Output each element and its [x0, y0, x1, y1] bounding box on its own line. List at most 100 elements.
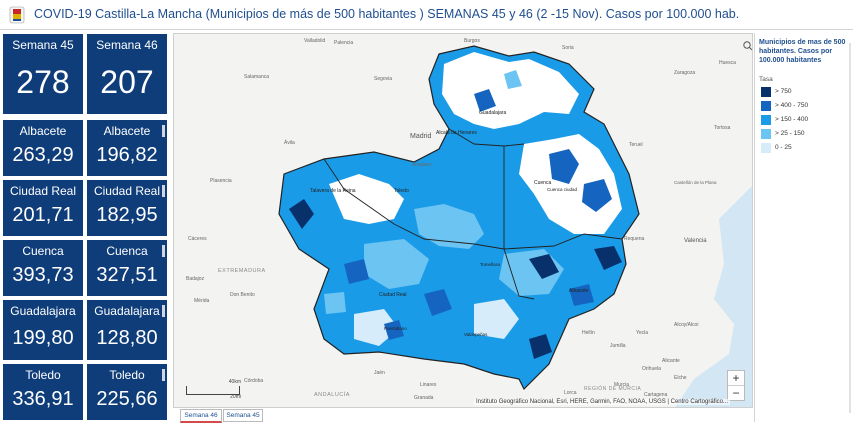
- kpi-albacete-week46[interactable]: Albacete 196,82: [87, 120, 167, 176]
- search-icon[interactable]: [743, 41, 752, 51]
- map-label: Yecla: [636, 330, 648, 336]
- dashboard-title: COVID-19 Castilla-La Mancha (Municipios …: [34, 7, 740, 21]
- legend-swatch: [761, 143, 771, 153]
- legend-swatch: [761, 101, 771, 111]
- map-label: Alicante: [662, 358, 680, 364]
- kpi-scrollbar[interactable]: [162, 245, 165, 257]
- scale-label-mi: 20mi: [230, 394, 241, 400]
- map-region-label: REGIÓN DE MURCIA: [584, 385, 641, 392]
- map-label: Ciudad Real: [379, 292, 407, 298]
- map-label: Mérida: [194, 298, 210, 304]
- map-label: Murcia: [614, 382, 629, 388]
- kpi-cuenca-week46[interactable]: Cuenca 327,51: [87, 240, 167, 296]
- kpi-value: 182,95: [96, 204, 158, 226]
- map-label: Puertollano: [384, 326, 407, 331]
- map-label: Salamanca: [244, 74, 269, 80]
- legend-item-label: > 400 - 750: [775, 102, 809, 109]
- map-label: Albacete: [569, 288, 589, 294]
- kpi-toledo-week45[interactable]: Toledo 336,91: [3, 364, 83, 420]
- kpi-ciudad-real-week45[interactable]: Ciudad Real 201,71: [3, 180, 83, 236]
- map-label: Castellón de la Plana: [674, 180, 717, 185]
- kpi-label: Guadalajara: [10, 304, 76, 318]
- zoom-out-button[interactable]: −: [732, 386, 740, 400]
- kpi-value: 278: [16, 64, 70, 100]
- zoom-controls: + −: [727, 370, 745, 401]
- map-label: Granada: [414, 395, 434, 401]
- map-region-label: EXTREMADURA: [218, 268, 266, 274]
- kpi-guadalajara-week45[interactable]: Guadalajara 199,80: [3, 300, 83, 360]
- map-label: Orihuela: [642, 366, 661, 372]
- legend-swatch: [761, 129, 771, 139]
- kpi-week46-total[interactable]: Semana 46 207: [87, 34, 167, 114]
- map-label: Palencia: [334, 40, 353, 46]
- kpi-value: 128,80: [96, 327, 158, 349]
- map-label: Zaragoza: [674, 70, 695, 76]
- map-label: Madrid: [410, 133, 432, 140]
- map-label: Requena: [624, 236, 645, 242]
- kpi-scrollbar[interactable]: [162, 125, 165, 137]
- kpi-ciudad-real-week46[interactable]: Ciudad Real 182,95: [87, 180, 167, 236]
- map-label: Linares: [420, 382, 437, 388]
- choropleth-map[interactable]: Madrid Salamanca Segovia Soria Teruel Va…: [173, 33, 753, 408]
- map-legend: Municipios de mas de 500 habitantes. Cas…: [754, 33, 853, 422]
- tab-semana-46[interactable]: Semana 46: [180, 409, 222, 423]
- map-label: Badajoz: [186, 276, 205, 282]
- map-label: Tomelloso: [480, 262, 501, 267]
- kpi-label: Cuenca: [22, 244, 64, 258]
- kpi-albacete-week45[interactable]: Albacete 263,29: [3, 120, 83, 176]
- map-label: Plasencia: [210, 178, 232, 184]
- map-canvas[interactable]: Madrid Salamanca Segovia Soria Teruel Va…: [174, 34, 753, 408]
- legend-swatch: [761, 115, 771, 125]
- map-label: Don Benito: [230, 292, 255, 298]
- dashboard-header: COVID-19 Castilla-La Mancha (Municipios …: [0, 0, 853, 30]
- map-label: Valladolid: [304, 38, 326, 44]
- map-region-label: ANDALUCÍA: [314, 391, 350, 398]
- legend-item-label: > 25 - 150: [775, 130, 805, 137]
- map-label: Soria: [562, 45, 574, 51]
- map-label: Burgos: [464, 38, 480, 44]
- kpi-guadalajara-week46[interactable]: Guadalajara 128,80: [87, 300, 167, 360]
- kpi-label: Ciudad Real: [93, 184, 161, 198]
- kpi-cuenca-week45[interactable]: Cuenca 393,73: [3, 240, 83, 296]
- legend-layer-title: Municipios de mas de 500 habitantes. Cas…: [759, 39, 846, 64]
- map-label: Ávila: [284, 139, 295, 146]
- map-label: Valdepeñas: [464, 332, 488, 337]
- kpi-value: 327,51: [96, 264, 158, 286]
- kpi-label: Ciudad Real: [9, 184, 77, 198]
- kpi-toledo-week46[interactable]: Toledo 225,66: [87, 364, 167, 420]
- legend-field-name: Tasa: [759, 76, 773, 83]
- legend-item-label: 0 - 25: [775, 144, 792, 151]
- kpi-scrollbar[interactable]: [162, 305, 165, 317]
- map-label: Cuenca ciudad: [547, 187, 578, 192]
- kpi-label: Semana 46: [96, 38, 158, 52]
- map-label: Hellín: [582, 330, 595, 336]
- kpi-week45-total[interactable]: Semana 45 278: [3, 34, 83, 114]
- kpi-label: Semana 45: [12, 38, 74, 52]
- kpi-value: 225,66: [96, 388, 158, 410]
- map-label: Aranjuez: [412, 162, 432, 168]
- zoom-in-button[interactable]: +: [728, 371, 744, 386]
- region-crest-icon: [9, 6, 25, 24]
- kpi-scrollbar[interactable]: [162, 185, 165, 197]
- map-label: Alcalá de Henares: [436, 130, 477, 136]
- map-label: Córdoba: [244, 378, 263, 384]
- kpi-label: Albacete: [103, 124, 151, 138]
- map-label: Huesca: [719, 60, 736, 66]
- kpi-value: 199,80: [12, 327, 74, 349]
- kpi-label: Toledo: [109, 368, 145, 382]
- map-label: Guadalajara: [479, 110, 506, 116]
- map-scale-bar: 40km 20mi: [186, 379, 241, 400]
- map-label: Jumilla: [610, 343, 626, 349]
- map-attribution: Instituto Geográfico Nacional, Esri, HER…: [474, 399, 730, 405]
- legend-item-label: > 150 - 400: [775, 116, 809, 123]
- kpi-value: 336,91: [12, 388, 74, 410]
- tab-semana-45[interactable]: Semana 45: [223, 409, 263, 422]
- kpi-value: 263,29: [12, 144, 74, 166]
- kpi-value: 201,71: [12, 204, 74, 226]
- legend-scrollbar[interactable]: [849, 43, 851, 413]
- kpi-label: Toledo: [25, 368, 61, 382]
- map-label: Jaén: [374, 370, 385, 376]
- kpi-scrollbar[interactable]: [162, 369, 165, 381]
- map-label: Cáceres: [188, 236, 207, 242]
- map-label: Talavera de la Reina: [310, 188, 356, 194]
